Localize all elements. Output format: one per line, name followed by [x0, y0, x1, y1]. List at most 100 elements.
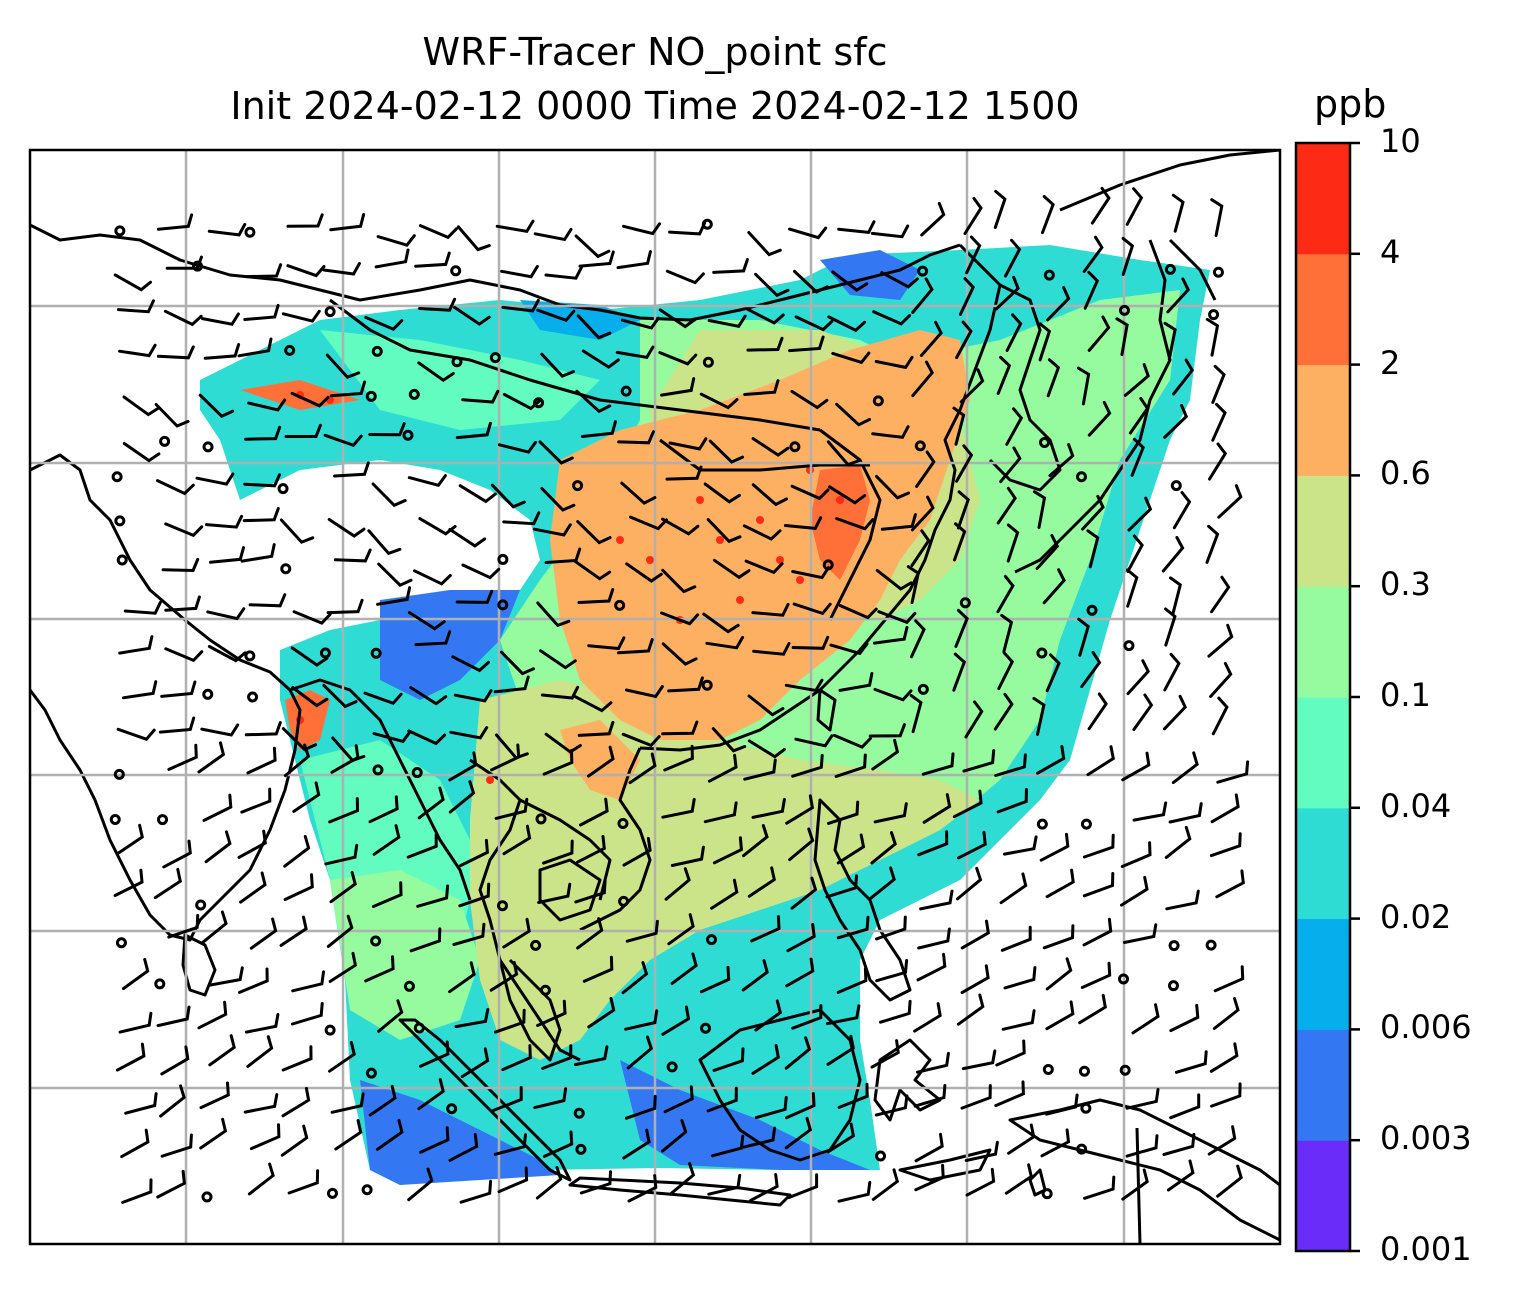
- wind-barb: [279, 915, 308, 947]
- calm-wind-marker: [1036, 647, 1048, 659]
- calm-wind-marker: [959, 597, 971, 609]
- wind-barb: [461, 389, 500, 404]
- wind-barb: [1076, 366, 1091, 406]
- wind-barb: [712, 558, 751, 580]
- wind-barb: [156, 213, 194, 231]
- wind-barb: [1205, 524, 1220, 564]
- wind-barb: [586, 745, 615, 778]
- wind-barb: [1128, 397, 1150, 435]
- coastline-india: [30, 453, 302, 942]
- wind-barb: [243, 303, 280, 321]
- colorbar-segment: [1296, 697, 1350, 809]
- calm-wind-marker: [1080, 818, 1092, 830]
- wind-barb: [409, 927, 442, 953]
- calm-wind-marker: [489, 352, 501, 364]
- wind-barb: [1077, 617, 1090, 657]
- calm-wind-marker: [1168, 940, 1180, 952]
- wind-barb: [871, 738, 900, 771]
- colorbar-tick-label: 0.6: [1380, 454, 1431, 493]
- wind-barb: [330, 1092, 365, 1114]
- calm-wind-marker: [1212, 266, 1224, 278]
- colorbar-tick-label: 0.003: [1380, 1119, 1472, 1158]
- wind-barb: [1171, 751, 1199, 785]
- wind-barb: [1082, 833, 1115, 859]
- wind-barb: [577, 720, 615, 737]
- wind-barb: [244, 721, 282, 737]
- wind-barb: [786, 923, 816, 953]
- tracer-contour-region: [520, 300, 640, 340]
- wind-barb: [201, 312, 240, 326]
- wind-barb: [964, 1140, 999, 1162]
- calm-wind-marker: [450, 265, 462, 277]
- wind-barb: [838, 604, 878, 620]
- wind-barb: [996, 355, 1012, 395]
- wind-barb: [115, 1042, 146, 1072]
- wind-barb: [290, 1002, 324, 1026]
- calm-wind-marker: [114, 515, 126, 527]
- wind-barb: [1121, 236, 1135, 276]
- tracer-hotspot: [486, 776, 494, 784]
- wind-barb: [747, 739, 786, 759]
- wind-barb: [116, 299, 155, 314]
- wind-barb: [742, 824, 769, 858]
- wind-barb: [658, 351, 698, 366]
- wind-barb: [1169, 576, 1183, 616]
- wind-barb: [1000, 613, 1014, 653]
- wind-barb: [658, 308, 697, 329]
- wind-barb: [1216, 760, 1250, 784]
- wind-barb: [1172, 491, 1192, 530]
- wind-barb: [1003, 966, 1037, 990]
- wind-barb: [419, 1126, 450, 1154]
- wind-barb: [537, 882, 572, 904]
- wind-barb: [661, 568, 697, 594]
- wind-barb: [459, 838, 489, 868]
- wind-barb: [372, 730, 412, 744]
- wind-barb: [449, 726, 489, 740]
- colorbar-tick-label: 0.04: [1380, 786, 1452, 825]
- wind-barb: [1005, 313, 1023, 352]
- wind-barb: [1126, 568, 1139, 608]
- wind-barb: [996, 788, 1028, 814]
- wind-barb: [911, 360, 935, 398]
- wind-barb: [1125, 1134, 1159, 1158]
- wind-barb: [448, 961, 476, 994]
- colorbar-unit-label: ppb: [1314, 82, 1387, 126]
- wind-barb: [1000, 925, 1032, 952]
- wind-barb: [835, 517, 875, 531]
- wind-barb: [1216, 1164, 1243, 1198]
- colorbar-segment: [1296, 807, 1350, 920]
- wind-barb: [201, 910, 228, 944]
- coastline-sulawesi: [873, 1038, 942, 1122]
- calm-wind-marker: [530, 939, 542, 951]
- wind-barb: [1035, 534, 1060, 570]
- wind-barb: [576, 314, 612, 340]
- wind-barb: [832, 733, 872, 749]
- wind-barb: [453, 689, 493, 703]
- wind-barb: [1130, 437, 1145, 477]
- wind-barb: [792, 602, 832, 616]
- tracer-hotspot: [756, 516, 764, 524]
- wind-barb: [627, 1174, 658, 1203]
- calm-wind-marker: [917, 265, 929, 277]
- coastline-borneo: [698, 1008, 862, 1162]
- wind-barb: [121, 1178, 153, 1204]
- calm-wind-marker: [1118, 973, 1130, 985]
- wind-barb: [501, 1044, 532, 1072]
- wind-barb: [1078, 993, 1107, 1025]
- wind-barb: [1127, 496, 1153, 532]
- wind-barb: [1168, 802, 1203, 824]
- wind-barb: [754, 999, 783, 1032]
- wind-barb: [377, 999, 404, 1033]
- wind-barb: [283, 743, 311, 778]
- wind-barb: [459, 1179, 493, 1204]
- wind-barb: [328, 797, 360, 824]
- wind-barb: [290, 391, 330, 408]
- wind-barb: [791, 635, 830, 650]
- wind-barb: [489, 961, 519, 992]
- wind-barb: [322, 683, 358, 709]
- coastline-japan-north: [1059, 150, 1280, 212]
- wind-barb: [960, 919, 990, 950]
- wind-barb: [539, 649, 577, 670]
- wind-barb: [493, 1133, 527, 1156]
- wind-barb: [920, 201, 946, 237]
